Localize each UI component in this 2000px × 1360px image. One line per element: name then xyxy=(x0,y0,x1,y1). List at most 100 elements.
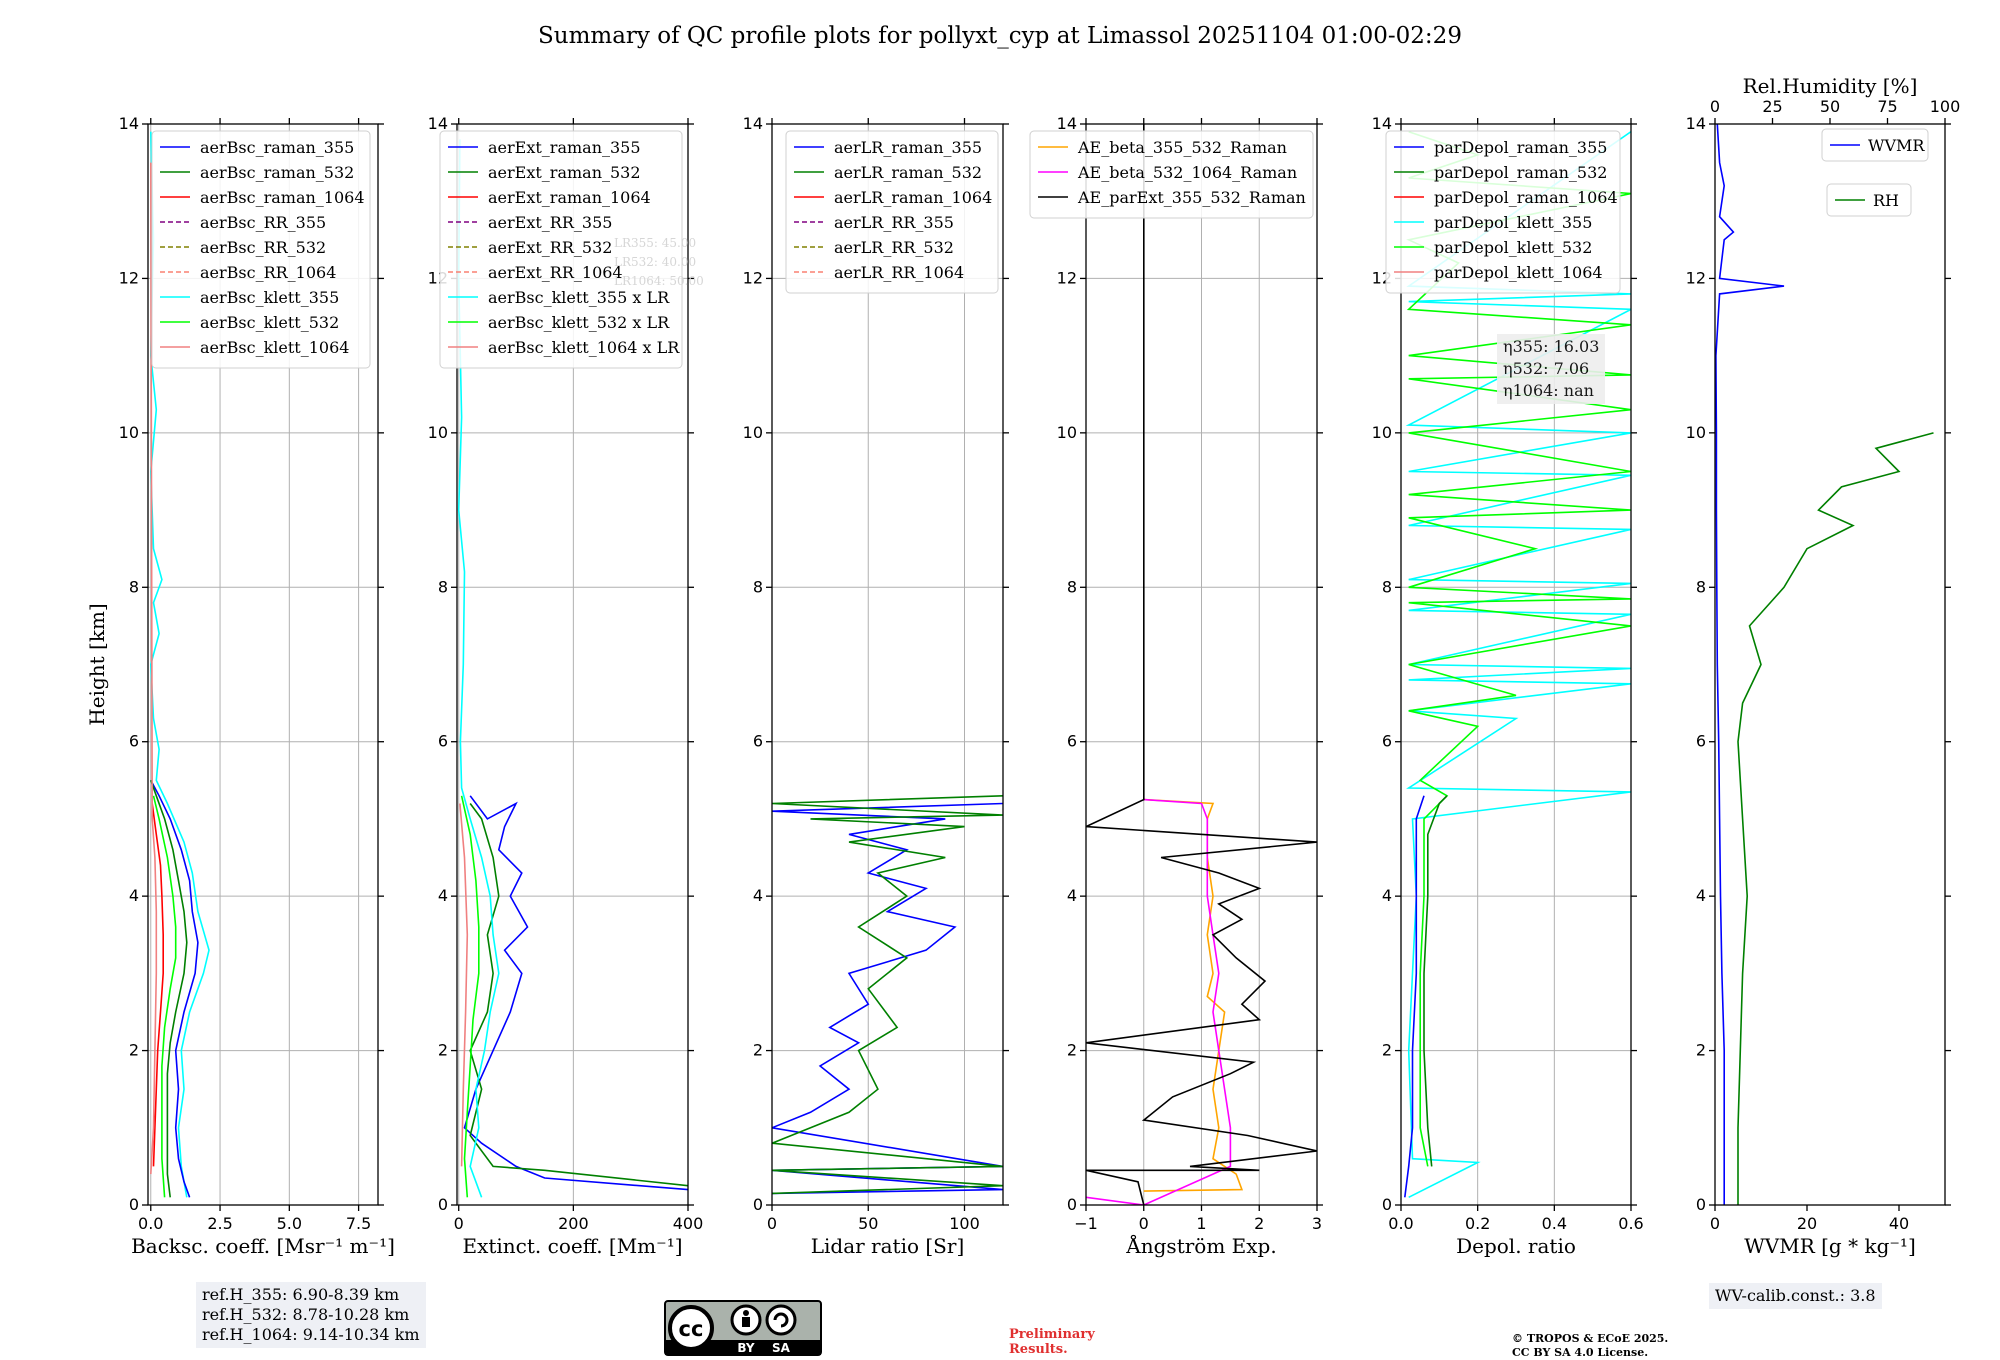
xtick-top-label-wv-3: 75 xyxy=(1877,97,1897,116)
legend-label-aerlr-rr-355: aerLR_RR_355 xyxy=(834,213,954,232)
eta-line-0: η355: 16.03 xyxy=(1503,337,1600,356)
ytick-label-ext-4: 8 xyxy=(438,577,448,596)
ytick-label-depol-5: 10 xyxy=(1372,423,1392,442)
ytick-label-bsc-1: 2 xyxy=(129,1041,139,1060)
xtick-label-depol-2: 0.4 xyxy=(1542,1214,1567,1233)
series-aerbsc-klett-532 xyxy=(152,795,177,1198)
legend-box-depol xyxy=(1385,130,1621,294)
xtick-label-depol-3: 0.6 xyxy=(1618,1214,1643,1233)
ytick-label-bsc-4: 8 xyxy=(129,577,139,596)
ytick-label-ext-5: 10 xyxy=(428,423,448,442)
legend-label-pardepol-raman-532: parDepol_raman_532 xyxy=(1434,163,1607,182)
ytick-label-bsc-2: 4 xyxy=(129,886,139,905)
xtick-label-ae-3: 2 xyxy=(1254,1214,1264,1233)
series-wvmr xyxy=(1715,124,1785,1205)
xtick-label-ae-2: 1 xyxy=(1196,1214,1206,1233)
copyright-note: © TROPOS & ECoE 2025. CC BY SA 4.0 Licen… xyxy=(1512,1332,1668,1360)
ytick-label-wv-3: 6 xyxy=(1696,732,1706,751)
ytick-label-lr-2: 4 xyxy=(753,886,763,905)
series-aerlr-raman-532 xyxy=(772,795,1003,1195)
legend-label-aerbsc-klett-1064-x-lr: aerBsc_klett_1064 x LR xyxy=(488,338,680,357)
legend-label-aerext-rr-1064: aerExt_RR_1064 xyxy=(488,263,623,282)
xtick-top-label-wv-2: 50 xyxy=(1820,97,1840,116)
series-pardepol-raman-355 xyxy=(1404,795,1425,1198)
preliminary-line-2: Results. xyxy=(1009,1342,1068,1357)
ytick-label-bsc-5: 10 xyxy=(119,423,139,442)
cc-logo-text: cc xyxy=(679,1317,704,1341)
legend-label-pardepol-klett-355: parDepol_klett_355 xyxy=(1434,213,1592,232)
ytick-label-ext-3: 6 xyxy=(438,732,448,751)
legend-label-aerbsc-klett-532: aerBsc_klett_532 xyxy=(200,313,339,332)
legend-label-aerlr-rr-532: aerLR_RR_532 xyxy=(834,238,954,257)
legend-label-aerext-raman-532: aerExt_raman_532 xyxy=(488,163,641,182)
xlabel-ext: Extinct. coeff. [Mm⁻¹] xyxy=(462,1234,682,1258)
preliminary-note: Preliminary Results. xyxy=(1009,1327,1095,1357)
legend-box-wvmr xyxy=(1821,128,1929,162)
eta-line-2: η1064: nan xyxy=(1503,381,1594,400)
xtick-label-wv-2: 40 xyxy=(1889,1214,1909,1233)
eta-line-1: η532: 7.06 xyxy=(1503,359,1590,378)
ytick-label-wv-4: 8 xyxy=(1696,577,1706,596)
ytick-label-wv-7: 14 xyxy=(1686,114,1706,133)
wv-calib-text: WV-calib.const.: 3.8 xyxy=(1715,1286,1876,1305)
legend-label-ae-beta-532-1064-raman: AE_beta_532_1064_Raman xyxy=(1077,163,1297,182)
xtick-label-lr-1: 50 xyxy=(858,1214,878,1233)
figure-title: Summary of QC profile plots for pollyxt_… xyxy=(538,23,1462,49)
xtick-label-ae-1: 0 xyxy=(1139,1214,1149,1233)
ytick-label-wv-0: 0 xyxy=(1696,1195,1706,1214)
ytick-label-wv-2: 4 xyxy=(1696,886,1706,905)
xtick-label-bsc-2: 5.0 xyxy=(277,1214,302,1233)
wv-calib-box: WV-calib.const.: 3.8 xyxy=(1709,1283,1882,1309)
series-aerbsc-klett-355-x-lr xyxy=(457,139,500,1198)
xtick-label-ext-2: 400 xyxy=(673,1214,704,1233)
ytick-label-bsc-3: 6 xyxy=(129,732,139,751)
xtick-label-ae-0: −1 xyxy=(1074,1214,1098,1233)
ytick-label-ae-3: 6 xyxy=(1067,732,1077,751)
xlabel-lr: Lidar ratio [Sr] xyxy=(811,1234,965,1258)
ref-height-355: ref.H_355: 6.90-8.39 km xyxy=(202,1285,400,1304)
legend-ext: aerExt_raman_355 aerExt_raman_532 aerExt_r… xyxy=(439,130,683,369)
ytick-label-ext-1: 2 xyxy=(438,1041,448,1060)
legend-label-aerbsc-raman-1064: aerBsc_raman_1064 xyxy=(200,188,365,207)
xtick-label-depol-1: 0.2 xyxy=(1465,1214,1490,1233)
cc-by-label: BY xyxy=(737,1341,754,1355)
xtick-label-wv-1: 20 xyxy=(1797,1214,1817,1233)
ytick-label-lr-0: 0 xyxy=(753,1195,763,1214)
xtick-label-wv-0: 0 xyxy=(1710,1214,1720,1233)
copyright-line-1: © TROPOS & ECoE 2025. xyxy=(1512,1332,1669,1345)
legend-label-rh: RH xyxy=(1873,191,1899,210)
ytick-label-depol-2: 4 xyxy=(1382,886,1392,905)
ytick-label-lr-5: 10 xyxy=(743,423,763,442)
ytick-label-lr-7: 14 xyxy=(743,114,763,133)
xtick-label-depol-0: 0.0 xyxy=(1388,1214,1413,1233)
series-group-bsc xyxy=(149,131,210,1198)
ytick-label-ext-2: 4 xyxy=(438,886,448,905)
legend-label-aerlr-raman-532: aerLR_raman_532 xyxy=(834,163,982,182)
lr-note-0: LR355: 45.00 xyxy=(614,236,696,250)
ytick-label-depol-1: 2 xyxy=(1382,1041,1392,1060)
legend-label-aerext-rr-355: aerExt_RR_355 xyxy=(488,213,612,232)
legend-label-aerbsc-klett-355: aerBsc_klett_355 xyxy=(200,288,339,307)
legend-label-aerbsc-klett-355-x-lr: aerBsc_klett_355 x LR xyxy=(488,288,670,307)
ytick-label-bsc-0: 0 xyxy=(129,1195,139,1214)
series-ae-beta-532-1064-raman xyxy=(1086,798,1232,1205)
series-aerext-raman-355 xyxy=(463,795,688,1191)
legend-ae: AE_beta_355_532_Raman AE_beta_532_1064_Ra… xyxy=(1029,130,1314,219)
xlabel-ae: Ångström Exp. xyxy=(1125,1233,1276,1258)
legend-label-aerbsc-klett-1064: aerBsc_klett_1064 xyxy=(200,338,349,357)
ytick-label-depol-4: 8 xyxy=(1382,577,1392,596)
legend-label-aerbsc-raman-532: aerBsc_raman_532 xyxy=(200,163,354,182)
axes-frame-depol xyxy=(1400,123,1632,1206)
ytick-label-ae-6: 12 xyxy=(1057,268,1077,287)
ytick-label-ae-7: 14 xyxy=(1057,114,1077,133)
legend-box-ae xyxy=(1029,130,1314,219)
ref-heights-box: ref.H_355: 6.90-8.39 km ref.H_532: 8.78-… xyxy=(196,1282,426,1348)
xtick-top-label-wv-1: 25 xyxy=(1762,97,1782,116)
legend-lr: aerLR_raman_355 aerLR_raman_532 aerLR_rama… xyxy=(785,130,999,294)
legend-label-aerbsc-rr-355: aerBsc_RR_355 xyxy=(200,213,326,232)
legend-label-pardepol-klett-1064: parDepol_klett_1064 xyxy=(1434,263,1603,282)
